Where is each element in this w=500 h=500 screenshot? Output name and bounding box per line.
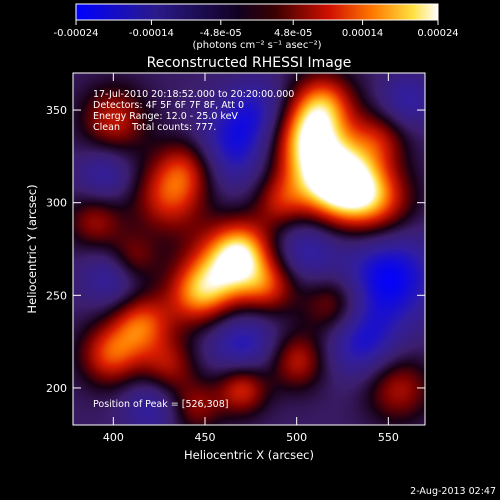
y-tick-label: 350 <box>46 104 67 117</box>
colorbar-tick-label: 4.8e-05 <box>274 28 312 39</box>
y-tick-label: 200 <box>46 382 67 395</box>
heatmap-image <box>73 73 425 425</box>
annotation-clean: Clean Total counts: 777. <box>93 122 216 133</box>
colorbar-tick-label: 0.00014 <box>342 28 383 39</box>
colorbar-tick-label: 0.00024 <box>417 28 458 39</box>
y-axis-label: Heliocentric Y (arcsec) <box>25 184 39 313</box>
x-tick-label: 550 <box>378 431 399 444</box>
annotation-time: 17-Jul-2010 20:18:52.000 to 20:20:00.000 <box>93 89 294 100</box>
chart-title: Reconstructed RHESSI Image <box>147 55 352 71</box>
colorbar-tick-label: -4.8e-05 <box>200 28 242 39</box>
colorbar-unit-label: (photons cm⁻² s⁻¹ asec⁻²) <box>192 40 321 51</box>
colorbar-ticks: -0.00024 -0.00014 -4.8e-05 4.8e-05 0.00014 0.… <box>54 20 459 39</box>
colorbar-tick-label: -0.00024 <box>54 28 99 39</box>
annotation-energy: Energy Range: 12.0 - 25.0 keV <box>93 111 238 122</box>
y-tick-label: 300 <box>46 197 67 210</box>
x-axis-label: Heliocentric X (arcsec) <box>184 448 314 462</box>
x-tick-label: 400 <box>103 431 124 444</box>
colorbar-tick-label: -0.00014 <box>129 28 174 39</box>
peak-position-label: Position of Peak = [526,308] <box>93 399 228 410</box>
colorbar <box>75 3 439 21</box>
x-tick-label: 450 <box>195 431 216 444</box>
y-tick-label: 250 <box>46 289 67 302</box>
y-axis-ticks: 200 250 300 350 <box>46 104 425 395</box>
footer-date: 2-Aug-2013 02:47 <box>410 486 496 497</box>
plot-frame <box>72 72 426 426</box>
x-tick-label: 500 <box>286 431 307 444</box>
annotation-detectors: Detectors: 4F 5F 6F 7F 8F, Att 0 <box>93 100 244 111</box>
x-axis-ticks: 400 450 500 550 <box>103 73 399 444</box>
